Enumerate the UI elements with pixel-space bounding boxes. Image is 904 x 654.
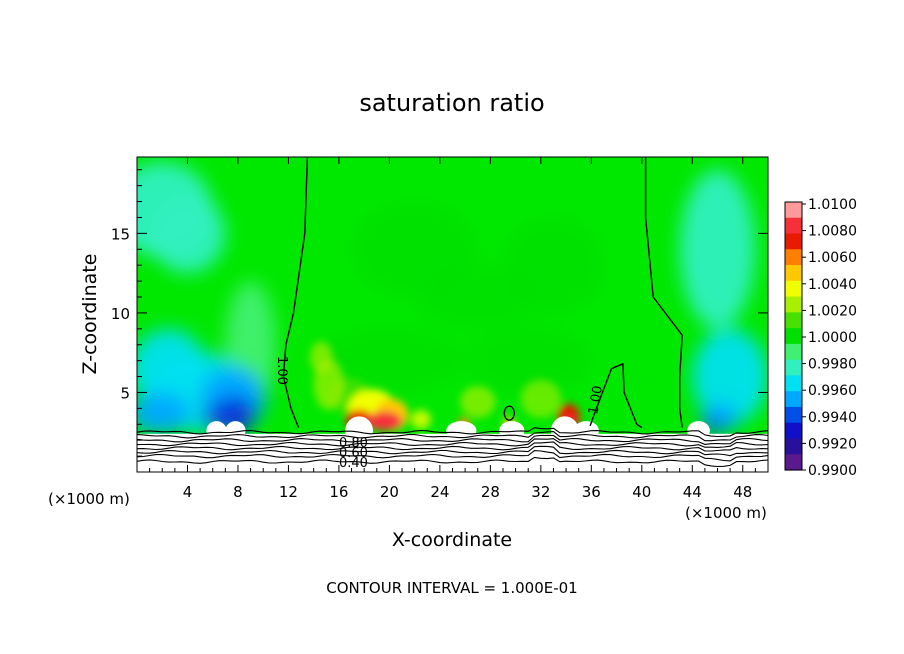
x-tick-label: 4	[183, 483, 193, 501]
contour-label: 0.40	[339, 456, 368, 471]
x-tick-label: 40	[632, 483, 651, 501]
x-tick-label: 48	[733, 483, 752, 501]
surface-contour	[137, 450, 768, 462]
moist-band	[309, 341, 333, 374]
field-patch	[465, 328, 592, 393]
colorbar-label: 1.0100	[808, 197, 857, 213]
moist-band	[410, 409, 432, 430]
moist-band	[520, 379, 562, 418]
colorbar-swatch	[785, 265, 802, 282]
y-tick-label: 15	[111, 225, 130, 243]
colorbar-label: 0.9920	[808, 436, 857, 452]
contour-label: 0.80	[339, 436, 368, 451]
contour-label: 1.00	[586, 385, 606, 416]
surface-contour	[137, 441, 768, 452]
colorbar-swatch	[785, 343, 802, 361]
colorbar-swatch	[785, 438, 802, 455]
colorbar-label: 1.0080	[808, 224, 857, 240]
field-blobs	[137, 161, 768, 436]
x-unit-right: (×1000 m)	[685, 504, 767, 522]
field-patch	[231, 403, 255, 426]
colorbar-label: 1.0040	[808, 277, 857, 293]
x-tick-label: 36	[582, 483, 601, 501]
y-tick-label: 5	[120, 384, 130, 402]
contour-label: 0.60	[339, 446, 368, 461]
colorbar-swatch	[785, 406, 802, 424]
colorbar-frame	[784, 201, 803, 471]
field-patch	[502, 217, 604, 313]
x-axis-label: X-coordinate	[392, 529, 512, 551]
colorbar-swatch	[785, 249, 802, 266]
colorbar-swatch	[785, 422, 802, 440]
saturation-patch	[446, 421, 477, 441]
field-patch	[149, 193, 226, 274]
surface-contour	[137, 427, 768, 438]
colorbar-swatch	[785, 296, 802, 313]
field-patch	[137, 392, 190, 434]
y-axis: 5 10 15	[111, 169, 768, 457]
colorbar-label: 1.0000	[808, 330, 857, 346]
field-patch	[313, 328, 466, 393]
saturation-patch	[550, 416, 579, 445]
saturation-field	[137, 157, 768, 472]
colorbar-label: 1.0020	[808, 303, 857, 319]
colorbar-swatch	[785, 312, 802, 329]
colorbar-swatch	[785, 391, 802, 408]
contour-line	[589, 363, 643, 429]
field-patch	[679, 169, 756, 329]
surface-layer	[137, 416, 768, 472]
field-patch	[692, 328, 768, 425]
saturation-patch	[206, 421, 227, 441]
contour-line	[644, 157, 683, 428]
x-tick-label: 24	[430, 483, 449, 501]
colorbar-swatch	[785, 375, 802, 392]
x-tick-label: 16	[329, 483, 348, 501]
surface-contour	[137, 445, 768, 457]
y-tick-label: 10	[111, 305, 130, 323]
moist-band	[460, 386, 496, 418]
colorbar-label: 1.0060	[808, 250, 857, 266]
x-axis: 4 8 12 16 20 24 28 32 36 40 44 48	[149, 157, 756, 501]
colorbar-swatch	[785, 454, 802, 471]
moist-band	[366, 411, 403, 431]
contour-line	[282, 157, 309, 428]
plot-area: 1.00 1.00 0.80 0.60 0.40 4 8 12 16 20 24 28 32 3…	[111, 156, 769, 501]
chart-title: saturation ratio	[359, 89, 544, 117]
surface-contour	[137, 434, 768, 445]
colorbar-label: 0.9980	[808, 357, 857, 373]
x-unit-left: (×1000 m)	[48, 490, 130, 508]
contour-lines	[282, 157, 683, 429]
x-tick-label: 20	[380, 483, 399, 501]
colorbar: 1.0100 1.0080 1.0060 1.0040 1.0020 1.0000 0.99…	[784, 197, 857, 479]
x-tick-label: 8	[233, 483, 243, 501]
y-axis-label: Z-coordinate	[79, 254, 101, 375]
x-tick-label: 28	[481, 483, 500, 501]
colorbar-swatch	[785, 233, 802, 250]
colorbar-label: 0.9900	[808, 463, 857, 479]
colorbar-label: 0.9960	[808, 383, 857, 399]
contour-label: 1.00	[274, 356, 289, 385]
colorbar-swatch	[785, 217, 802, 235]
surface-contour	[137, 438, 768, 448]
colorbar-label: 0.9940	[808, 410, 857, 426]
x-tick-label: 32	[531, 483, 550, 501]
x-tick-label: 44	[683, 483, 702, 501]
surface-contour	[137, 431, 768, 442]
x-tick-label: 12	[279, 483, 298, 501]
contour-interval-note: CONTOUR INTERVAL = 1.000E-01	[326, 579, 577, 597]
colorbar-swatch	[785, 328, 802, 345]
surface-contour	[137, 456, 768, 468]
contour-labels: 1.00 1.00 0.80 0.60 0.40	[274, 356, 606, 471]
colorbar-swatch	[785, 202, 802, 219]
contour-line	[503, 405, 515, 421]
colorbar-swatch	[785, 280, 802, 298]
colorbar-swatch	[785, 359, 802, 377]
